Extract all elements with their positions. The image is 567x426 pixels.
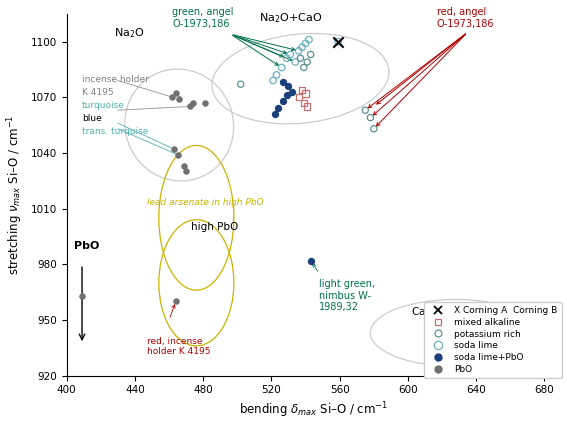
Point: [361, 107, 370, 114]
Text: PbO: PbO: [74, 241, 99, 250]
Point: [78, 292, 87, 299]
Point: [279, 98, 288, 104]
Point: [301, 90, 310, 97]
Point: [175, 96, 184, 103]
Point: [294, 94, 303, 101]
Point: [298, 44, 307, 51]
Point: [236, 81, 246, 88]
Point: [299, 64, 308, 71]
Point: [301, 40, 310, 47]
Point: [270, 110, 280, 117]
Point: [366, 114, 375, 121]
Point: [282, 92, 291, 99]
Text: light green,
nimbus W-
1989,32: light green, nimbus W- 1989,32: [319, 279, 375, 312]
Point: [279, 79, 288, 86]
Point: [369, 125, 378, 132]
Point: [274, 105, 283, 112]
Text: Na$_2$O+CaO: Na$_2$O+CaO: [260, 11, 323, 25]
Point: [272, 72, 281, 78]
Point: [173, 151, 182, 158]
Point: [188, 99, 197, 106]
Text: CaO+K$_2$O: CaO+K$_2$O: [411, 305, 463, 320]
Point: [286, 51, 295, 58]
Text: turquoise: turquoise: [82, 101, 125, 110]
Point: [333, 38, 342, 45]
Text: incense holder: incense holder: [82, 75, 149, 84]
Point: [296, 55, 305, 62]
Y-axis label: stretching $\nu_{max}$ Si–O / cm$^{-1}$: stretching $\nu_{max}$ Si–O / cm$^{-1}$: [6, 115, 25, 275]
Point: [170, 146, 179, 153]
Point: [303, 58, 312, 65]
Point: [168, 94, 177, 101]
Point: [291, 58, 300, 65]
Point: [304, 36, 314, 43]
Point: [181, 168, 191, 175]
Point: [277, 64, 286, 71]
Point: [294, 47, 303, 54]
Point: [306, 257, 315, 264]
Point: [269, 77, 278, 84]
Point: [299, 99, 308, 106]
Point: [284, 83, 293, 89]
Text: K 4195: K 4195: [82, 88, 113, 97]
Text: red, angel
O-1973,186: red, angel O-1973,186: [437, 7, 494, 29]
Text: high PbO: high PbO: [192, 222, 239, 232]
Point: [298, 86, 307, 93]
Point: [333, 38, 342, 45]
Point: [171, 90, 180, 97]
Point: [306, 51, 315, 58]
Text: green, angel
O-1973,186: green, angel O-1973,186: [172, 7, 234, 29]
Point: [303, 103, 312, 110]
Text: blue: blue: [82, 114, 102, 123]
X-axis label: bending $\delta_{max}$ Si–O / cm$^{-1}$: bending $\delta_{max}$ Si–O / cm$^{-1}$: [239, 401, 389, 420]
Point: [171, 298, 180, 305]
Legend: X Corning A  Corning B, mixed alkaline, potassium rich, soda lime, soda lime+PbO: X Corning A Corning B, mixed alkaline, p…: [424, 302, 562, 378]
Text: lead arsenate in high PbO: lead arsenate in high PbO: [147, 199, 264, 207]
Point: [180, 162, 189, 169]
Point: [185, 103, 194, 110]
Text: trans. turquise: trans. turquise: [82, 127, 149, 136]
Point: [200, 99, 209, 106]
Point: [287, 88, 297, 95]
Text: Na$_2$O: Na$_2$O: [115, 26, 145, 40]
Text: red, incense
holder K 4195: red, incense holder K 4195: [147, 337, 210, 356]
Point: [282, 55, 291, 62]
